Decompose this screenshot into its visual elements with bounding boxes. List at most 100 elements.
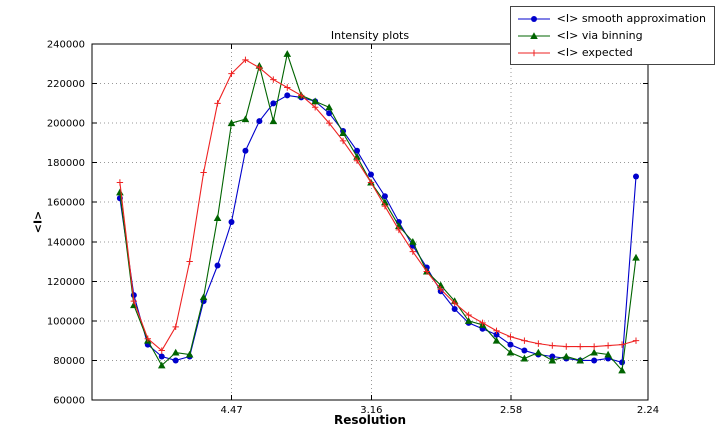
series-line (119, 51, 637, 372)
marker-plus (353, 157, 361, 164)
y-tick-label: 80000 (53, 356, 85, 367)
marker-triangle (269, 117, 278, 125)
marker-plus (298, 92, 305, 99)
legend-item: <I> smooth approximation (516, 10, 706, 27)
marker-triangle (227, 119, 236, 127)
marker-triangle (241, 115, 250, 123)
marker-plus (339, 137, 347, 145)
marker-circle (381, 193, 388, 200)
marker-plus (325, 119, 333, 127)
x-tick-label: 2.24 (637, 405, 659, 416)
marker-plus (284, 84, 291, 91)
y-tick-label: 220000 (47, 79, 85, 90)
marker-triangle (116, 188, 124, 196)
marker-circle (507, 341, 514, 348)
marker-circle (591, 357, 598, 364)
marker-triangle (548, 356, 557, 364)
marker-triangle (520, 354, 529, 362)
marker-plus (395, 226, 403, 234)
chart-title: Intensity plots (330, 29, 410, 42)
marker-triangle (576, 356, 585, 364)
x-axis-label: Resolution (333, 413, 407, 427)
marker-plus (144, 335, 151, 342)
y-tick-label: 120000 (47, 277, 85, 288)
plot-area (92, 44, 648, 400)
marker-triangle (171, 348, 180, 356)
marker-triangle (339, 129, 347, 136)
marker-triangle (604, 350, 612, 358)
legend-item-label: <I> expected (556, 46, 633, 59)
marker-plus (465, 311, 472, 319)
marker-circle (256, 118, 263, 125)
marker-triangle (199, 293, 208, 301)
marker-triangle (562, 352, 571, 360)
marker-circle (451, 306, 458, 313)
marker-plus (381, 202, 389, 210)
marker-triangle (632, 253, 640, 261)
marker-plus (311, 104, 319, 111)
marker-circle (493, 331, 500, 338)
marker-plus (158, 347, 165, 354)
marker-circle (228, 219, 235, 225)
marker-plus (200, 169, 207, 176)
marker-circle (326, 110, 333, 117)
legend-item-label: <I> via binning (556, 29, 643, 42)
marker-triangle (590, 348, 598, 356)
marker-plus (130, 297, 138, 305)
marker-plus (535, 340, 542, 347)
marker-plus (549, 342, 556, 349)
x-tick-label: 3.16 (360, 405, 382, 416)
marker-triangle (492, 336, 501, 344)
triangle-marker-sample-icon (517, 31, 550, 39)
marker-triangle (618, 366, 626, 374)
marker-plus (270, 76, 277, 83)
marker-triangle (325, 103, 333, 111)
marker-plus (493, 327, 500, 334)
marker-plus (116, 179, 124, 186)
legend-item-label: <I> smooth approximation (556, 12, 706, 25)
marker-plus (172, 323, 179, 331)
series-2 (116, 56, 640, 354)
plus-marker-sample-icon (517, 49, 550, 56)
marker-circle (242, 147, 249, 154)
y-tick-label: 140000 (47, 237, 85, 248)
legend-item: <I> expected (516, 44, 706, 61)
circle-marker-sample-icon (517, 15, 550, 22)
marker-plus (590, 343, 598, 350)
marker-circle (172, 357, 179, 364)
marker-plus (618, 341, 626, 348)
marker-plus (632, 337, 640, 344)
marker-triangle (409, 237, 417, 245)
marker-plus (563, 343, 570, 350)
marker-triangle (213, 214, 222, 222)
marker-circle (521, 347, 528, 354)
marker-plus (367, 179, 375, 186)
marker-triangle (506, 348, 515, 356)
marker-plus (437, 286, 444, 293)
y-tick-label: 100000 (47, 316, 85, 327)
marker-circle (158, 353, 165, 360)
marker-circle (270, 100, 277, 107)
marker-circle (367, 171, 374, 178)
marker-circle (214, 262, 221, 269)
marker-triangle (185, 350, 194, 358)
marker-triangle (529, 31, 538, 39)
marker-plus (186, 258, 193, 265)
marker-plus (242, 56, 249, 64)
series-1 (116, 50, 640, 374)
marker-circle (284, 92, 291, 99)
marker-circle (530, 15, 537, 22)
marker-plus (451, 299, 458, 307)
marker-plus (479, 319, 486, 327)
marker-triangle (283, 50, 292, 57)
marker-circle (619, 359, 626, 366)
marker-plus (409, 248, 417, 255)
legend: <I> smooth approximation <I> via binning <… (509, 6, 715, 65)
y-tick-label: 180000 (47, 158, 85, 169)
marker-plus (521, 337, 528, 344)
marker-plus (214, 100, 221, 107)
marker-triangle (311, 97, 319, 105)
marker-triangle (157, 361, 166, 369)
